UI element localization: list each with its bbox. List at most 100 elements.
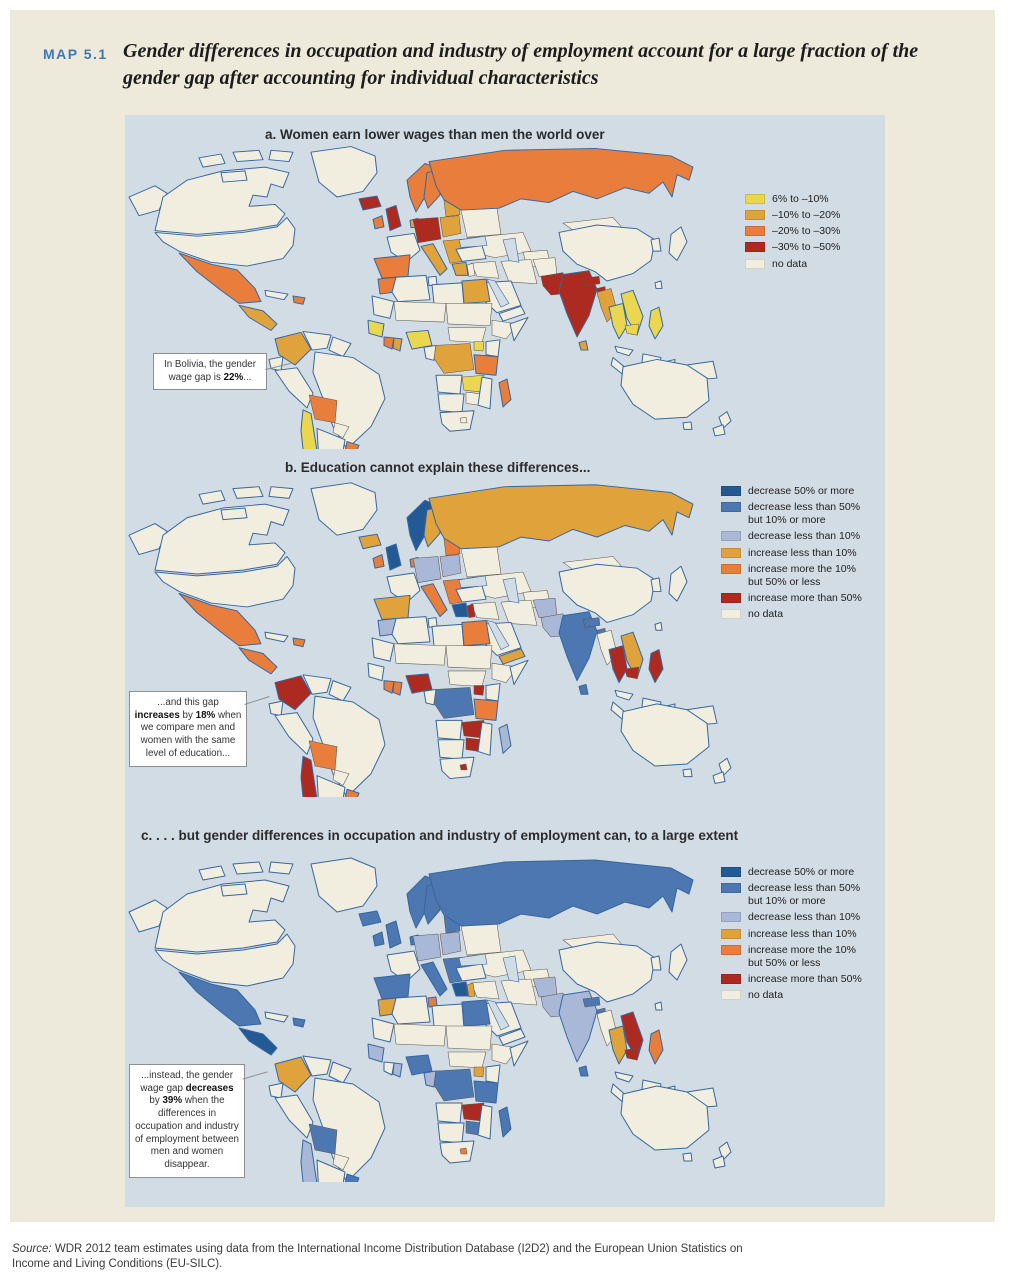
legend-item: decrease 50% or more bbox=[721, 866, 862, 879]
region-paraguay bbox=[332, 422, 350, 439]
region-ivorycoast bbox=[383, 1061, 395, 1076]
region-uk bbox=[385, 204, 402, 232]
legend-item: 6% to –10% bbox=[745, 193, 840, 206]
region-arctic2 bbox=[232, 861, 264, 875]
legend-swatch-amber bbox=[721, 547, 741, 558]
region-ecuador bbox=[268, 700, 284, 717]
legend-label: no data bbox=[748, 608, 784, 620]
region-arctic4 bbox=[220, 883, 248, 897]
region-libya bbox=[431, 1003, 465, 1029]
region-ghana bbox=[392, 337, 403, 352]
region-westsahara bbox=[371, 1017, 395, 1043]
legend-swatch-nodata bbox=[745, 258, 765, 269]
legend-label: decrease 50% or more bbox=[748, 866, 855, 878]
region-newzealand_s bbox=[712, 424, 726, 437]
region-iran bbox=[500, 599, 538, 626]
region-thailand bbox=[608, 1025, 628, 1065]
region-southafrica bbox=[439, 756, 475, 780]
region-egypt bbox=[461, 278, 491, 304]
region-poland bbox=[439, 554, 462, 578]
legend-item: decrease less than 10% bbox=[721, 911, 862, 924]
figure-title: Gender differences in occupation and ind… bbox=[123, 38, 953, 92]
region-angola bbox=[435, 374, 463, 395]
region-guatemala bbox=[238, 304, 278, 331]
region-levant bbox=[466, 263, 476, 277]
region-venezuela bbox=[302, 330, 332, 351]
legend-label: increase less than 10% bbox=[748, 927, 857, 940]
region-cameroon bbox=[423, 344, 437, 361]
figure-box: MAP 5.1 Gender differences in occupation… bbox=[10, 10, 995, 1222]
world-map bbox=[128, 482, 732, 797]
region-japan bbox=[668, 226, 688, 261]
legend-swatch-red bbox=[721, 592, 741, 603]
region-levant bbox=[466, 982, 476, 998]
region-mexico bbox=[178, 592, 262, 647]
region-lesotho bbox=[459, 763, 468, 771]
region-westsahara bbox=[371, 295, 395, 319]
region-australia bbox=[620, 358, 710, 420]
legend-swatch-orange bbox=[721, 563, 741, 574]
region-madagascar bbox=[498, 1106, 512, 1138]
region-peru bbox=[274, 367, 314, 409]
region-taiwan bbox=[654, 280, 663, 289]
region-iceland bbox=[358, 910, 382, 927]
region-namibia_botswana bbox=[437, 739, 465, 760]
region-argentina bbox=[316, 1159, 346, 1182]
legend-swatch-orange bbox=[721, 944, 741, 955]
region-arctic2 bbox=[232, 149, 264, 162]
figure-title-line2: gender gap after accounting for individu… bbox=[123, 67, 599, 89]
legend-swatch-blue_dark bbox=[721, 867, 741, 877]
region-guinea bbox=[367, 319, 385, 338]
region-cambodia bbox=[624, 666, 640, 679]
legend-label: decrease less than 50% but 10% or more bbox=[748, 882, 861, 908]
region-ghana bbox=[392, 681, 403, 696]
legend-label: increase more than 50% bbox=[748, 591, 862, 604]
maps-panel: a. Women earn lower wages than men the w… bbox=[125, 115, 885, 1207]
region-arctic1 bbox=[198, 490, 226, 505]
region-peru bbox=[274, 1094, 314, 1139]
region-somalia bbox=[509, 316, 529, 342]
map-section-b: b. Education cannot explain these differ… bbox=[125, 455, 885, 820]
region-usa bbox=[154, 556, 296, 608]
map-a-legend: 6% to –10% –10% to –20% –20% to –30% –30% t… bbox=[745, 193, 840, 274]
region-iceland bbox=[358, 195, 382, 211]
region-nigeria bbox=[405, 673, 433, 694]
legend-label: no data bbox=[748, 989, 784, 1001]
region-iberia bbox=[373, 254, 411, 279]
region-black_sea bbox=[458, 575, 488, 588]
annotation-text: ...and this gap increases by 18% when we… bbox=[134, 697, 242, 759]
map-section-a: a. Women earn lower wages than men the w… bbox=[125, 115, 885, 455]
region-kenya bbox=[485, 339, 501, 358]
region-argentina bbox=[316, 428, 346, 449]
world-map bbox=[128, 146, 732, 449]
legend-label: no data bbox=[772, 257, 808, 270]
region-uganda bbox=[473, 341, 485, 352]
region-ivorycoast bbox=[383, 680, 395, 694]
world-map bbox=[128, 857, 732, 1182]
region-iberia bbox=[373, 594, 411, 621]
region-hispaniola bbox=[292, 1017, 306, 1028]
legend-item: no data bbox=[745, 258, 840, 271]
region-mali_niger bbox=[393, 1023, 447, 1047]
region-tasmania bbox=[682, 1152, 693, 1162]
region-russia bbox=[428, 859, 694, 927]
legend-swatch-nodata bbox=[721, 609, 741, 619]
region-chile bbox=[300, 1139, 318, 1182]
region-ireland bbox=[372, 215, 385, 230]
legend-label: increase less than 10% bbox=[748, 546, 857, 559]
region-lesotho bbox=[459, 417, 468, 424]
region-somalia bbox=[509, 659, 529, 685]
region-colombia bbox=[274, 1056, 312, 1093]
region-southafrica bbox=[439, 410, 475, 432]
region-nepal bbox=[582, 996, 601, 1008]
region-arctic4 bbox=[220, 507, 248, 521]
map-a-annotation: In Bolivia, the gender wage gap is 22%..… bbox=[153, 353, 291, 391]
region-yemen bbox=[498, 305, 526, 322]
legend-label: decrease less than 50% but 10% or more bbox=[748, 501, 861, 527]
region-ecuador bbox=[268, 1082, 284, 1099]
region-black_sea bbox=[458, 953, 488, 967]
region-belarus_ukraine bbox=[460, 923, 502, 956]
region-guatemala bbox=[238, 1027, 278, 1056]
region-caspian_sea bbox=[502, 577, 520, 604]
region-mozambique bbox=[477, 721, 493, 756]
